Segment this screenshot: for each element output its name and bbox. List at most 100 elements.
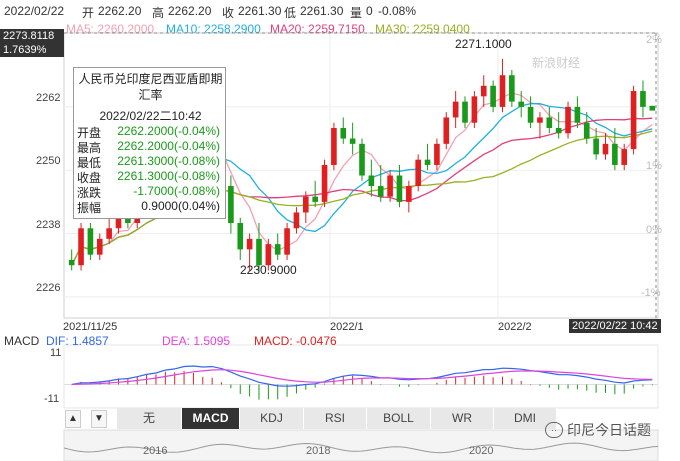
candle-body: [640, 91, 646, 107]
candle: [415, 154, 421, 192]
candle-body: [340, 128, 347, 139]
candle: [68, 249, 75, 271]
candle: [321, 159, 328, 208]
volume-value: 0: [366, 4, 373, 18]
candle-body: [434, 143, 440, 165]
candle-body: [331, 128, 337, 165]
candle-body: [509, 75, 515, 102]
sina-watermark: 新浪财经: [532, 56, 581, 70]
tab-kdj[interactable]: KDJ: [240, 408, 304, 429]
candle: [96, 233, 103, 260]
macd-title: MACD: [4, 334, 40, 348]
candle-body: [256, 238, 262, 266]
candle-body: [649, 105, 656, 111]
candle: [518, 91, 525, 118]
candle-body: [106, 228, 112, 239]
candle: [565, 101, 571, 139]
candle: [649, 105, 656, 111]
candle-body: [537, 117, 543, 123]
candle: [640, 80, 646, 118]
candle-body: [274, 244, 281, 255]
candle: [406, 180, 412, 213]
candle: [602, 133, 609, 160]
candle-body: [621, 149, 628, 165]
candle: [106, 217, 112, 245]
max-price-label: 2271.1000: [455, 37, 512, 51]
pct-tick: 1%: [646, 160, 662, 172]
candle: [312, 180, 318, 208]
candle: [537, 112, 543, 139]
tooltip-row-amplitude: 振幅 0.9000(0.04%): [77, 199, 220, 215]
candle: [424, 143, 431, 171]
date-tick: 2022/2: [498, 321, 532, 333]
candle: [490, 80, 496, 113]
tooltip-row-high: 最高 2262.2000(-0.04%): [77, 139, 220, 155]
min-price-label: 2230.9000: [240, 263, 297, 277]
dea-line: [71, 369, 653, 386]
candle-body: [490, 85, 496, 107]
macd-axis-bottom: -11: [44, 393, 60, 405]
date-tick: 2021/11/25: [63, 321, 118, 333]
candle-body: [321, 164, 328, 202]
candle: [583, 112, 590, 144]
candle: [527, 96, 534, 128]
quote-date: 2022/02/22: [4, 4, 65, 18]
date-tick: 2022/1: [330, 321, 364, 333]
tab-macd[interactable]: MACD: [182, 408, 240, 429]
candle: [546, 106, 553, 134]
candle: [612, 128, 618, 171]
candle-body: [527, 106, 534, 123]
tab-rsi[interactable]: RSI: [304, 408, 367, 429]
nav-year: 2018: [306, 445, 331, 457]
quote-header: 2022/02/22 开 2262.20 高 2262.20 收 2261.30…: [0, 0, 680, 22]
macd-axis-top: 11: [50, 347, 62, 359]
candle-body: [312, 196, 318, 202]
price-tick: 2226: [36, 282, 61, 294]
candle-body: [462, 101, 468, 123]
crosshair-date-label: 2022/02/22 10:42: [569, 319, 661, 333]
candle-body: [303, 196, 309, 213]
crosshair-pct-label: 1.7639%: [0, 43, 64, 57]
scroll-down-button[interactable]: ▼: [91, 410, 107, 428]
candle: [621, 143, 628, 171]
candle: [443, 112, 450, 150]
candle-body: [574, 106, 581, 123]
tab-wr[interactable]: WR: [431, 408, 494, 429]
candle-body: [228, 186, 234, 223]
crosshair-price-label: 2273.8118: [0, 29, 64, 43]
candle-body: [565, 106, 571, 134]
candle-body: [396, 175, 403, 202]
candle-body: [415, 159, 421, 187]
tab-none[interactable]: 无: [117, 408, 182, 429]
candle-body: [359, 143, 365, 176]
candle-body: [78, 228, 84, 266]
candle: [480, 75, 487, 107]
candle-body: [593, 138, 599, 155]
candle: [462, 96, 468, 128]
low-value: 2261.30: [300, 4, 344, 18]
candle-body: [612, 143, 618, 165]
candle: [555, 112, 562, 139]
candle: [434, 138, 440, 171]
candle: [246, 233, 253, 271]
macd-frame: [63, 344, 659, 409]
candle-body: [284, 228, 290, 255]
tab-boll[interactable]: BOLL: [367, 408, 431, 429]
scroll-up-button[interactable]: ▲: [65, 410, 81, 428]
tooltip-row-close: 收盘 2261.3000(-0.08%): [77, 169, 220, 185]
open-value: 2262.20: [98, 4, 142, 18]
candle-body: [68, 259, 75, 266]
tooltip-row-low: 最低 2261.3000(-0.08%): [77, 154, 220, 170]
dif-legend: DIF: 1.4857: [46, 334, 109, 348]
nav-year: 2020: [469, 445, 494, 457]
ohlc-tooltip: 人民币兑印度尼西亚盾即期汇率 2022/02/22二10:42 开盘 2262.…: [73, 67, 226, 219]
candle: [87, 223, 94, 260]
candle-body: [424, 159, 431, 165]
candle: [274, 233, 281, 260]
candle: [237, 217, 244, 260]
tab-dmi[interactable]: DMI: [494, 408, 557, 429]
candle: [293, 207, 300, 234]
brand-watermark: ·· 印尼今日话题: [545, 420, 651, 440]
candle-body: [499, 75, 506, 107]
candle: [265, 238, 272, 271]
